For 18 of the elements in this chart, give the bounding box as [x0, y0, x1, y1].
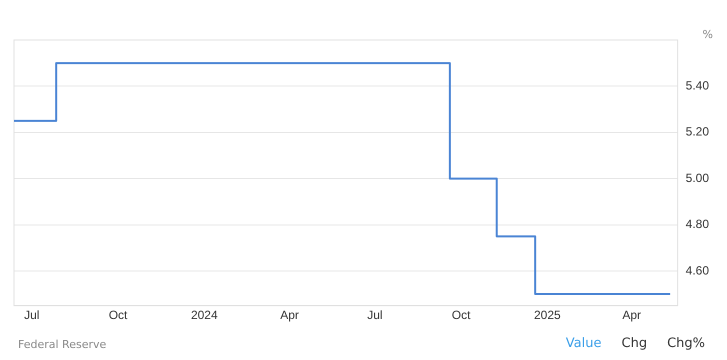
y-tick-label: 4.60	[686, 263, 710, 278]
x-tick-label: 2025	[534, 308, 562, 322]
x-tick-label: 2024	[190, 308, 218, 322]
y-tick-label: 4.80	[686, 217, 710, 232]
text: Value	[566, 336, 602, 351]
x-tick-label: Oct	[108, 308, 128, 322]
y-axis-title: %	[702, 28, 713, 41]
x-tick-label: Jul	[367, 308, 383, 322]
x-tick-label: Apr	[622, 308, 642, 322]
y-tick-label: 5.00	[686, 170, 710, 185]
x-tick-label: Jul	[24, 308, 40, 322]
y-tick-label: 5.40	[686, 78, 710, 93]
x-tick-label: Apr	[280, 308, 299, 322]
text: Chg	[622, 336, 648, 351]
x-tick-label: Oct	[452, 308, 472, 322]
text: Federal Reserve	[18, 338, 106, 351]
text: Chg%	[667, 336, 705, 351]
y-tick-label: 5.20	[686, 124, 710, 139]
